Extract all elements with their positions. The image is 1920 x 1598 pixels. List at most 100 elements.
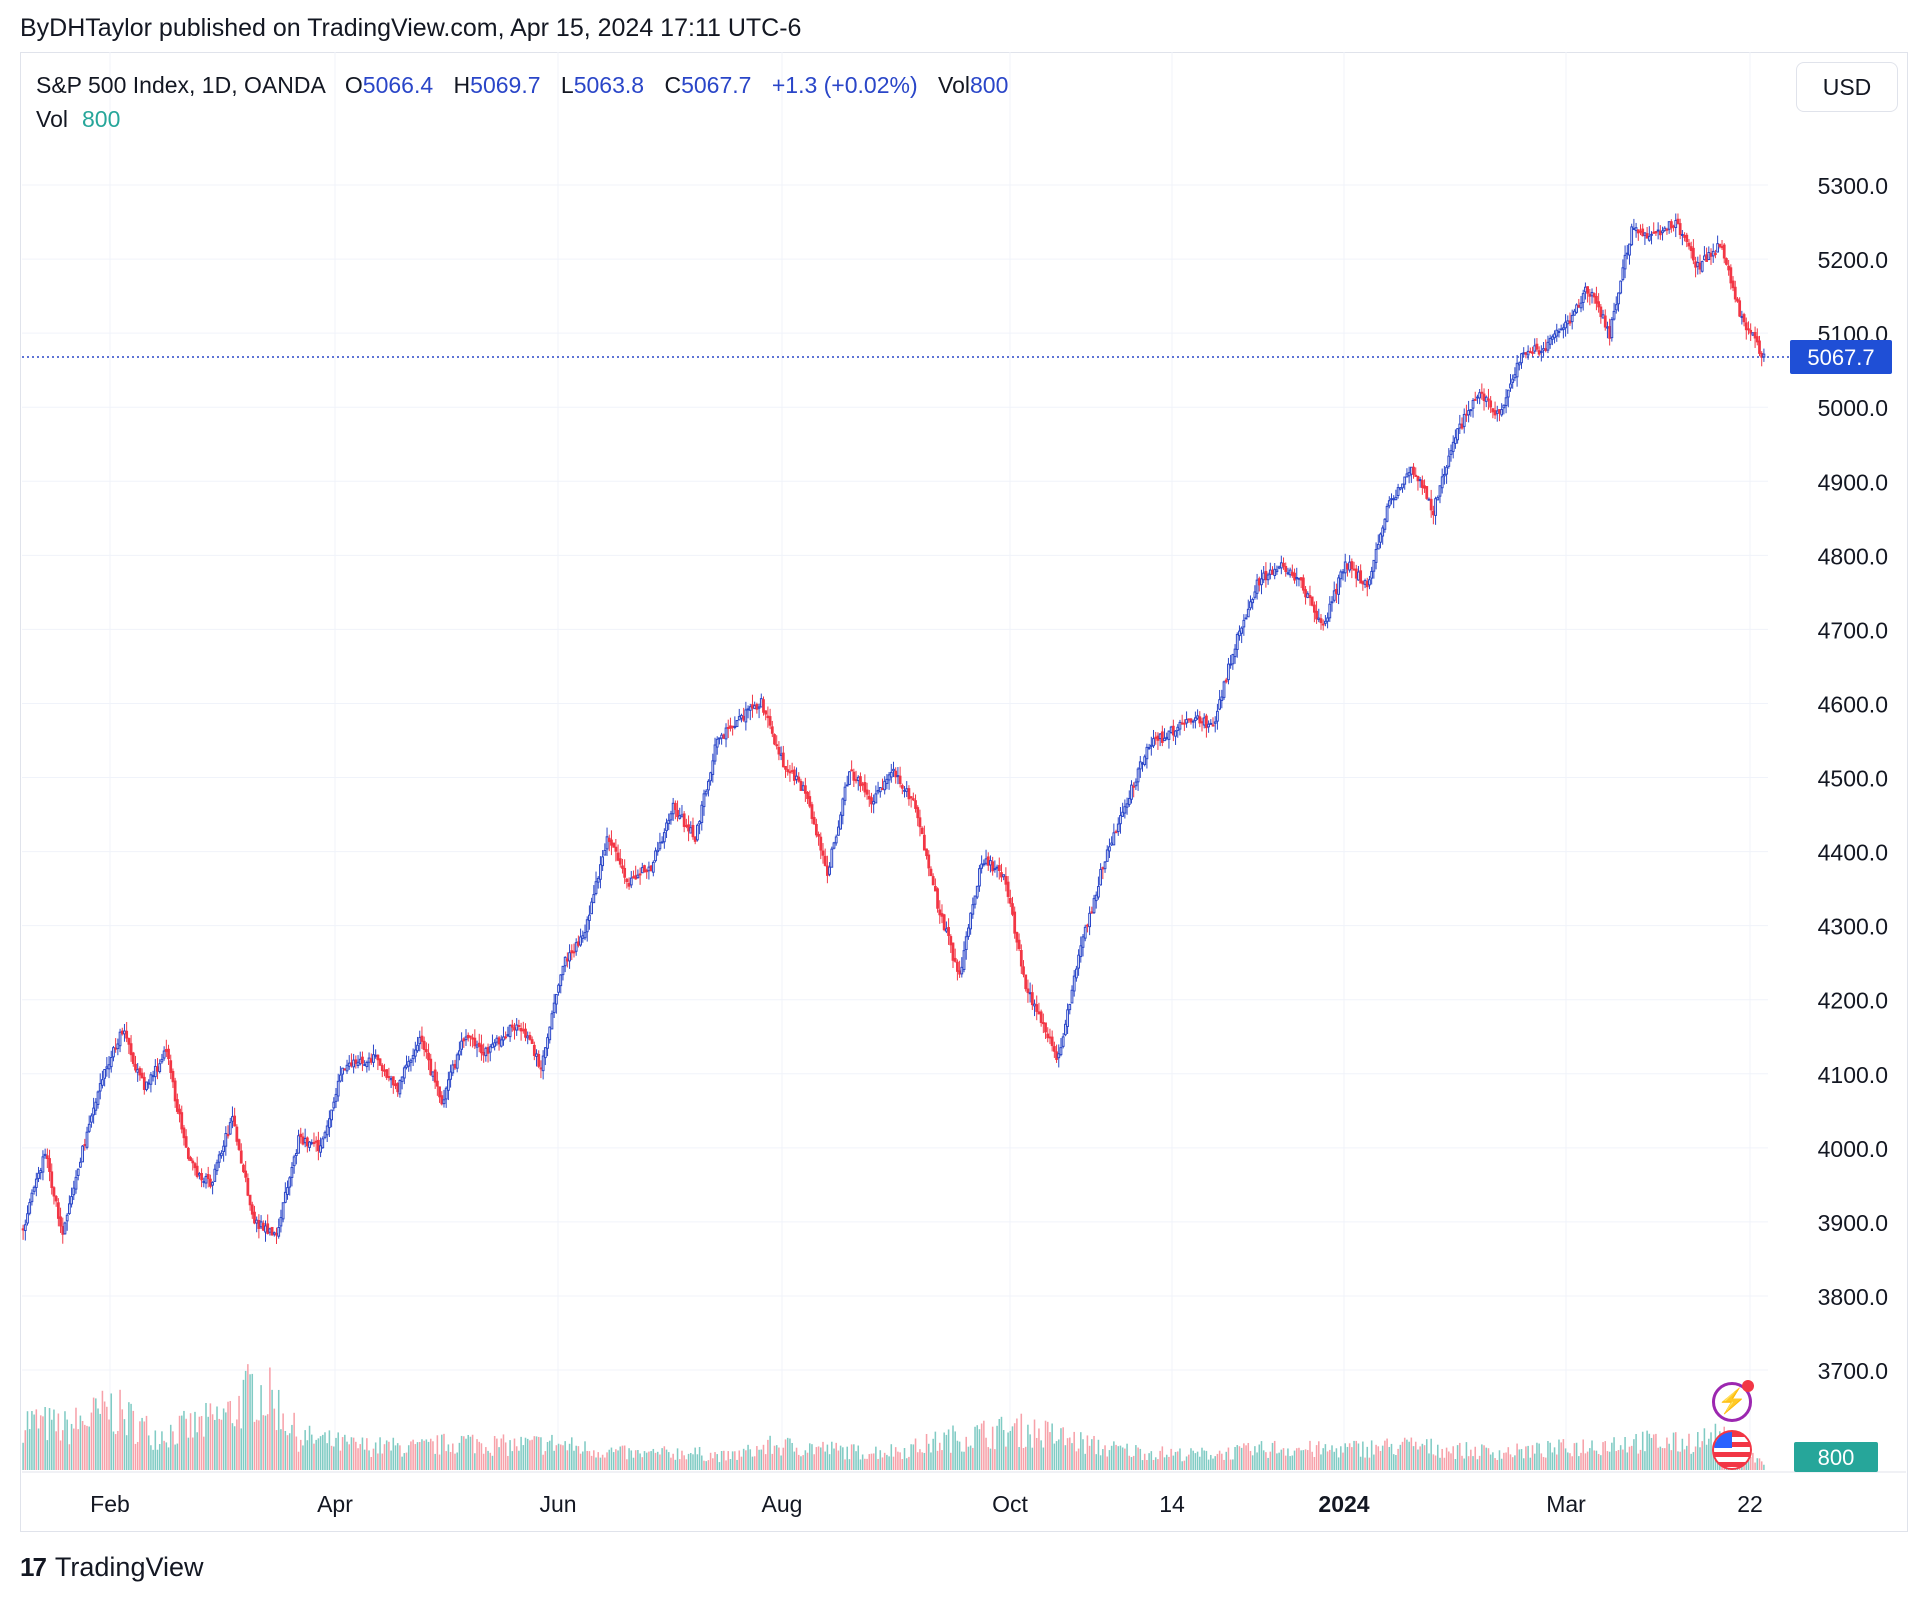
candle-body <box>239 1150 243 1164</box>
candle-body <box>1478 392 1482 399</box>
volume-bar <box>1192 1450 1194 1470</box>
volume-bar <box>366 1438 368 1470</box>
currency-button[interactable]: USD <box>1796 62 1898 112</box>
candle-body <box>867 795 871 800</box>
volume-bar <box>859 1459 862 1470</box>
candle-body <box>226 1133 230 1137</box>
volume-bar <box>405 1452 408 1470</box>
candle-body <box>643 865 646 873</box>
candle-body <box>845 784 849 787</box>
candle-body <box>649 865 653 872</box>
footer-brand[interactable]: TradingView <box>54 1552 204 1582</box>
candle-body <box>424 1049 428 1053</box>
volume-bar <box>1005 1446 1007 1470</box>
candle-body <box>305 1137 309 1147</box>
candle-body <box>797 776 801 782</box>
candle-body <box>147 1082 151 1085</box>
candle-body <box>477 1042 481 1047</box>
volume-bar <box>388 1441 390 1470</box>
volume-bar <box>853 1444 855 1470</box>
lightning-icon[interactable]: ⚡ <box>1712 1382 1752 1422</box>
volume-bar <box>1573 1443 1576 1470</box>
candle-body <box>599 864 602 880</box>
candle-body <box>1004 876 1008 885</box>
candle-body <box>1381 527 1385 537</box>
volume-bar <box>48 1408 51 1470</box>
volume-bar <box>1712 1450 1714 1470</box>
candle-body <box>773 734 776 745</box>
volume-bar <box>1245 1445 1247 1470</box>
candle-body <box>1645 233 1649 239</box>
volume-bar <box>626 1459 628 1470</box>
candle-body <box>1390 498 1393 501</box>
tradingview-logo-icon[interactable]: 17 <box>20 1552 47 1582</box>
volume-bar <box>1306 1450 1309 1470</box>
volume-bar <box>463 1436 465 1470</box>
volume-bar <box>383 1444 386 1470</box>
candle-body <box>854 779 858 782</box>
volume-bar <box>291 1424 293 1470</box>
volume-bar <box>1077 1448 1080 1470</box>
us-flag-icon[interactable] <box>1712 1430 1752 1470</box>
candle-body <box>770 726 774 734</box>
volume-bar <box>339 1450 342 1470</box>
candle-body <box>579 936 582 946</box>
candle-body <box>982 863 986 866</box>
volume-bar <box>169 1424 172 1470</box>
volume-bar <box>454 1453 456 1470</box>
volume-bar <box>330 1445 333 1470</box>
candle-body <box>1321 623 1325 626</box>
volume-bar <box>844 1459 846 1470</box>
volume-bar <box>916 1452 919 1470</box>
volume-bar <box>947 1429 950 1470</box>
volume-bar <box>1606 1451 1609 1470</box>
volume-bar <box>621 1445 624 1470</box>
volume-bar <box>875 1446 877 1470</box>
volume-bar <box>1699 1447 1701 1470</box>
volume-bar <box>1533 1453 1536 1470</box>
candle-body <box>640 867 644 874</box>
volume-bar <box>839 1445 842 1470</box>
candle-body <box>1268 569 1272 575</box>
candle-body <box>1315 610 1318 620</box>
volume-bar <box>842 1447 844 1470</box>
candle-body <box>1517 362 1521 366</box>
volume-bar <box>231 1423 234 1470</box>
volume-bar <box>1617 1450 1620 1470</box>
candle-body <box>852 771 856 781</box>
volume-bar <box>890 1444 893 1470</box>
candle-body <box>1612 310 1616 320</box>
volume-bar <box>1210 1454 1212 1470</box>
volume-bar <box>1104 1445 1106 1470</box>
candle-body <box>299 1133 303 1138</box>
candle-body <box>781 752 785 768</box>
volume-bar <box>1375 1444 1377 1470</box>
candle-body <box>149 1074 153 1085</box>
candle-body <box>1363 580 1367 585</box>
volume-bar <box>1600 1455 1602 1470</box>
volume-bar <box>599 1457 602 1470</box>
volume-bar <box>1659 1446 1662 1470</box>
volume-bar <box>1351 1447 1353 1470</box>
volume-bar <box>533 1436 536 1470</box>
legend-vol-label: Vol <box>938 72 970 98</box>
candle-body <box>1090 911 1094 914</box>
candle-body <box>830 848 834 868</box>
candle-body <box>1220 696 1224 701</box>
volume-bar <box>304 1430 306 1470</box>
candle-body <box>980 863 984 869</box>
candle-body <box>257 1220 261 1229</box>
volume-bar <box>963 1451 965 1470</box>
volume-bar <box>727 1451 730 1470</box>
candle-body <box>1493 410 1497 416</box>
candle-body <box>837 826 840 836</box>
volume-bar <box>73 1428 75 1470</box>
candle-body <box>30 1192 34 1203</box>
volume-bar <box>903 1448 906 1470</box>
candle-body <box>224 1133 228 1147</box>
candle-body <box>764 710 768 715</box>
candle-body <box>63 1222 67 1235</box>
volume-bar <box>57 1413 60 1470</box>
volume-bar <box>1439 1457 1441 1470</box>
